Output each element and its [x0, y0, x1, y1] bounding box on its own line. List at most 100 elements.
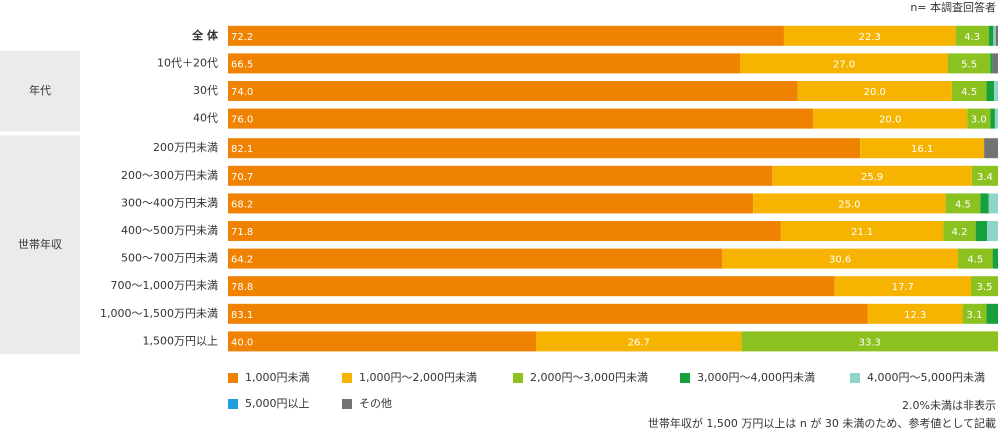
bar-segment [971, 276, 998, 297]
category-label: 500～700万円未満 [121, 252, 218, 265]
bar-segment [975, 221, 988, 241]
bar-segment [967, 108, 991, 129]
category-label: 40代 [193, 112, 218, 125]
bar-segment [740, 53, 948, 74]
group-band [0, 50, 80, 132]
bar-segment [992, 53, 998, 74]
data-label: 74.0 [231, 87, 253, 98]
data-label: 3.0 [971, 115, 987, 126]
bar-segment [994, 81, 998, 101]
bar-segment [980, 193, 989, 214]
group-label: 世帯年収 [18, 237, 62, 251]
category-label: 全 体 [191, 28, 219, 42]
data-label: 20.0 [864, 87, 886, 98]
data-label: 4.2 [952, 227, 968, 238]
data-label: 20.0 [879, 115, 901, 126]
data-label: 70.7 [231, 172, 253, 183]
bar-segment [992, 248, 998, 269]
bar-segment [741, 331, 998, 352]
data-label: 26.7 [628, 337, 650, 348]
data-label: 4.5 [967, 255, 983, 266]
bar-segment [988, 193, 998, 214]
note: 世帯年収が 1,500 万円以上は n が 30 未満のため、参考値として記載 [648, 416, 996, 430]
category-label: 30代 [193, 84, 218, 97]
bar-segment [984, 138, 998, 159]
legend-swatch [850, 373, 860, 383]
bar-segment [990, 53, 993, 74]
bar-segment [228, 303, 868, 324]
data-label: 72.2 [231, 32, 253, 43]
note: 2.0%未満は非表示 [902, 398, 996, 412]
bar-segment [780, 221, 944, 241]
data-label: 16.1 [911, 144, 933, 155]
bar-segment [228, 108, 814, 129]
data-label: 64.2 [231, 255, 253, 266]
data-label: 68.2 [231, 199, 253, 210]
data-label: 25.0 [838, 199, 860, 210]
data-label: 66.5 [231, 59, 253, 70]
legend-swatch [680, 373, 690, 383]
bar-segment [986, 303, 998, 324]
bar-segment [945, 193, 981, 214]
category-label: 700～1,000万円未満 [111, 279, 219, 292]
data-label: 12.3 [904, 310, 926, 321]
data-label: 4.3 [964, 32, 980, 43]
bar-segment [951, 81, 987, 101]
legend-label: 4,000円～5,000円未満 [867, 371, 985, 384]
bar-segment [955, 25, 989, 46]
bar-segment [993, 25, 996, 46]
bar-segment [228, 138, 861, 159]
legend-label: その他 [359, 397, 392, 410]
data-label: 5.5 [961, 59, 977, 70]
bar-segment [813, 108, 968, 129]
data-label: 21.1 [851, 227, 873, 238]
legend-swatch [342, 399, 352, 409]
bar-segment [797, 81, 952, 101]
bar-segment [957, 248, 993, 269]
bar-segment [962, 303, 987, 324]
category-label: 200万円未満 [153, 141, 218, 154]
category-label: 1,500万円以上 [143, 334, 219, 347]
data-label: 82.1 [231, 144, 253, 155]
bar-segment [228, 331, 536, 352]
bar-segment [988, 25, 994, 46]
legend-label: 3,000円～4,000円未満 [697, 371, 815, 384]
bar-segment [228, 276, 835, 297]
bar-segment [867, 303, 963, 324]
data-label: 83.1 [231, 310, 253, 321]
bar-segment [783, 25, 956, 46]
category-label: 200～300万円未満 [121, 169, 218, 182]
legend-swatch [342, 373, 352, 383]
bar-segment [228, 25, 784, 46]
bar-segment [536, 331, 742, 352]
category-label: 1,000～1,500万円未満 [100, 307, 218, 320]
data-label: 3.5 [977, 282, 993, 293]
data-label: 78.8 [231, 282, 253, 293]
bar-segment [971, 165, 998, 186]
data-label: 4.5 [955, 199, 971, 210]
data-label: 71.8 [231, 227, 253, 238]
bar-segment [995, 25, 998, 46]
legend-label: 2,000円～3,000円未満 [530, 371, 648, 384]
bar-segment [990, 108, 995, 129]
legend-label: 1,000円未満 [245, 371, 310, 384]
data-label: 76.0 [231, 115, 253, 126]
legend-label: 5,000円以上 [245, 397, 310, 410]
bar-segment [947, 53, 991, 74]
data-label: 22.3 [859, 32, 881, 43]
legend-swatch [228, 399, 238, 409]
bar-segment [834, 276, 972, 297]
data-label: 4.5 [961, 87, 977, 98]
bar-segment [228, 248, 723, 269]
bar-segment [228, 81, 798, 101]
group-band [0, 135, 80, 355]
bar-segment [228, 221, 781, 241]
bar-segment [987, 221, 998, 241]
category-label: 400～500万円未満 [121, 224, 218, 237]
legend-label: 1,000円～2,000円未満 [359, 371, 477, 384]
data-label: 33.3 [859, 337, 881, 348]
bar-segment [753, 193, 946, 214]
bar-segment [228, 165, 773, 186]
note-top: n= 本調査回答者 [910, 0, 996, 14]
